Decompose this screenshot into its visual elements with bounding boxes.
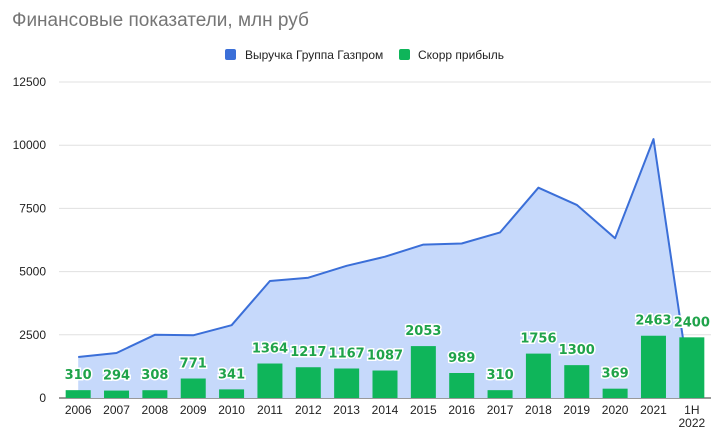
revenue-area: [78, 138, 693, 399]
profit-bars: [65, 335, 705, 398]
profit-data-label: 310: [65, 368, 92, 383]
y-tick-label: 2500: [19, 328, 46, 342]
profit-data-label: 1087: [367, 349, 403, 364]
y-tick-label: 5000: [19, 265, 46, 279]
profit-bar: [104, 390, 130, 398]
legend-label-revenue: Выручка Группа Газпром: [245, 48, 383, 62]
profit-data-label: 1167: [329, 346, 365, 361]
x-tick-label: 2008: [142, 403, 169, 417]
y-axis: 0 2500 5000 7500 10000 12500: [13, 75, 47, 405]
profit-data-label: 2400: [674, 315, 710, 330]
legend: Выручка Группа Газпром Скорр прибыль: [225, 48, 504, 62]
x-tick-label: 2010: [218, 403, 245, 417]
x-tick-label: 2011: [257, 403, 283, 417]
x-tick-label: 2017: [487, 403, 514, 417]
y-tick-label: 0: [39, 391, 46, 405]
profit-data-label: 1300: [559, 343, 595, 358]
profit-bar: [410, 346, 436, 398]
profit-data-label: 2053: [405, 324, 441, 339]
profit-data-label: 369: [602, 367, 629, 382]
profit-bar: [679, 337, 705, 398]
legend-swatch-revenue: [225, 49, 236, 60]
profit-data-label: 308: [141, 368, 168, 383]
profit-bar: [449, 372, 475, 398]
profit-bar: [334, 368, 360, 398]
profit-data-label: 1756: [520, 332, 556, 347]
profit-data-label: 771: [180, 357, 207, 372]
profit-data-label: 1364: [252, 342, 288, 357]
x-tick-label: 2019: [563, 403, 590, 417]
y-tick-label: 7500: [19, 201, 46, 215]
profit-data-label: 2463: [635, 314, 671, 329]
x-tick-label: 2016: [448, 403, 475, 417]
profit-data-label: 341: [218, 367, 245, 382]
x-tick-label: 2020: [602, 403, 629, 417]
profit-data-label: 1217: [290, 345, 326, 360]
profit-bar: [257, 363, 283, 398]
revenue-line: [78, 138, 693, 399]
chart-title: Финансовые показатели, млн руб: [12, 10, 309, 31]
x-axis: 2006 2007 2008 2009 2010 2011 2012 2013 2014 2015…: [65, 403, 706, 430]
x-tick-label: 2007: [103, 403, 130, 417]
legend-label-profit: Скорр прибыль: [418, 48, 504, 62]
x-tick-label: 1H 2022: [678, 403, 705, 430]
profit-data-label: 989: [448, 351, 475, 366]
profit-data-label: 310: [486, 368, 513, 383]
profit-bar: [65, 390, 91, 398]
x-tick-label: 2012: [295, 403, 322, 417]
profit-bar: [295, 367, 321, 398]
profit-bar: [219, 389, 245, 398]
profit-bar: [142, 390, 168, 398]
x-tick-label: 2009: [180, 403, 207, 417]
x-tick-label: 2014: [372, 403, 399, 417]
x-tick-label: 2018: [525, 403, 552, 417]
profit-bar: [564, 365, 590, 398]
profit-bar: [525, 353, 551, 398]
profit-data-label: 294: [103, 369, 130, 384]
profit-bar: [640, 335, 666, 398]
revenue-area-fill: [78, 139, 692, 398]
profit-bar: [487, 390, 513, 398]
legend-swatch-profit: [399, 49, 410, 60]
profit-bar: [602, 388, 628, 398]
profit-bar: [180, 378, 206, 398]
x-tick-label: 2013: [333, 403, 360, 417]
x-tick-label: 2006: [65, 403, 92, 417]
y-tick-label: 12500: [13, 75, 47, 89]
x-tick-label: 2015: [410, 403, 437, 417]
profit-bar: [372, 370, 398, 398]
y-tick-label: 10000: [13, 138, 47, 152]
x-tick-label: 2021: [640, 403, 667, 417]
